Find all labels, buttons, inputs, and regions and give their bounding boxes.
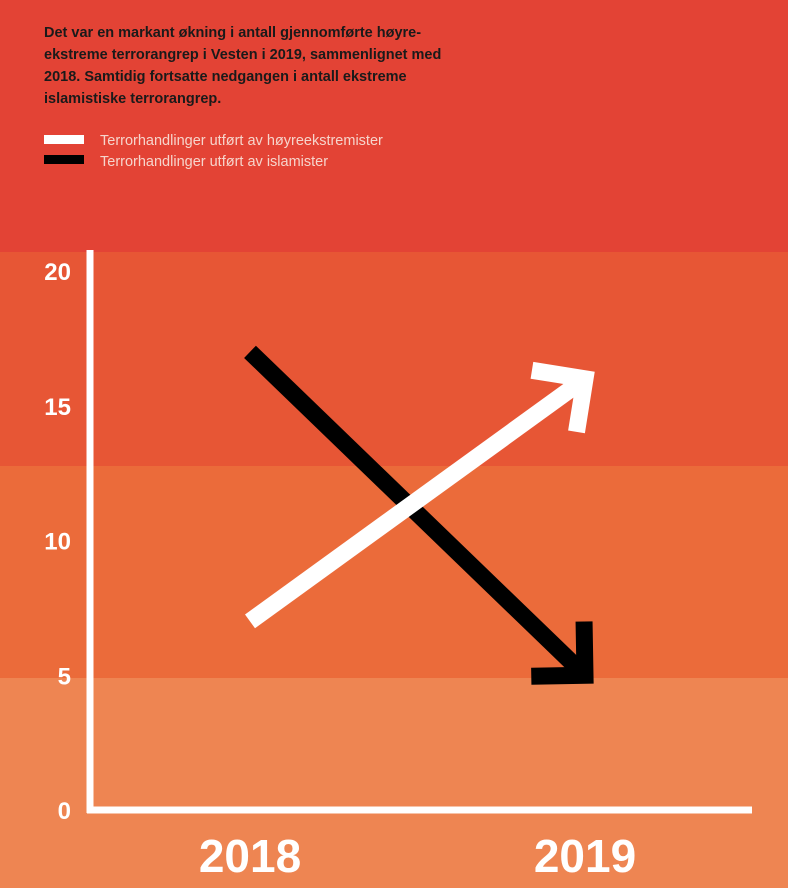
title-line-4: islamistiske terrorangrep. <box>44 91 221 107</box>
y-tick-label: 20 <box>44 259 71 286</box>
y-tick-label: 10 <box>44 529 71 556</box>
series-hoyreekstremister <box>245 361 595 629</box>
y-axis-ticks: 0 5 10 15 20 <box>44 259 71 825</box>
band-low <box>0 678 788 888</box>
series-line-islamister <box>244 345 589 679</box>
series-arrowhead-islamister <box>531 621 594 685</box>
legend-swatch-islamister <box>44 155 84 164</box>
y-tick-label: 5 <box>58 663 71 690</box>
x-axis-ticks: 2018 2019 <box>199 830 636 882</box>
series-layer <box>244 345 595 685</box>
series-line-hoyreekstremister <box>245 374 587 629</box>
title-line-2: ekstreme terrorangrep i Vesten i 2019, s… <box>44 47 441 63</box>
series-islamister <box>244 345 594 685</box>
title-line-3: 2018. Samtidig fortsatte nedgangen i ant… <box>44 69 407 85</box>
band-high <box>0 252 788 466</box>
legend-label-hoyreekstremister: Terrorhandlinger utført av høyreekstremi… <box>100 133 383 149</box>
chart-title: Det var en markant økning i antall gjenn… <box>44 25 441 107</box>
title-line-1: Det var en markant økning i antall gjenn… <box>44 25 421 41</box>
legend: Terrorhandlinger utført av høyreekstremi… <box>44 133 383 170</box>
x-tick-label: 2018 <box>199 830 301 882</box>
legend-label-islamister: Terrorhandlinger utført av islamister <box>100 154 328 170</box>
legend-swatch-hoyreekstremister <box>44 135 84 144</box>
header-background <box>0 0 788 252</box>
y-tick-label: 15 <box>44 394 71 421</box>
x-tick-label: 2019 <box>534 830 636 882</box>
y-tick-label: 0 <box>58 798 71 825</box>
series-arrowhead-hoyreekstremister <box>530 361 595 434</box>
